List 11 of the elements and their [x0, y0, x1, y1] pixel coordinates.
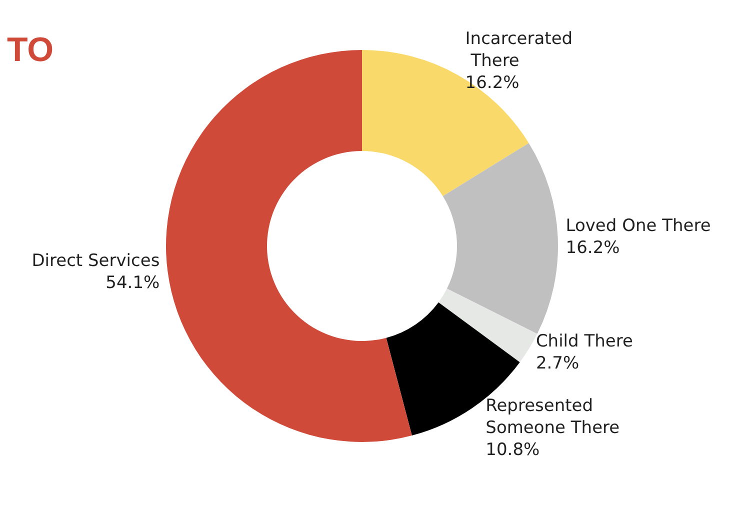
data-label: 16.2% — [465, 72, 520, 93]
slice-label: Represented Someone There — [486, 396, 620, 438]
slice-label: Direct Services — [32, 251, 160, 272]
data-label: 16.2% — [566, 238, 620, 258]
data-label: 54.1% — [106, 273, 160, 294]
slice-label: Incarcerated There — [465, 28, 573, 71]
data-label: 2.7% — [536, 354, 580, 374]
chart-title: TO — [7, 31, 54, 69]
slice-label: Loved One There — [566, 216, 711, 236]
slice-label: Child There — [536, 332, 633, 352]
data-label: 10.8% — [486, 440, 540, 460]
